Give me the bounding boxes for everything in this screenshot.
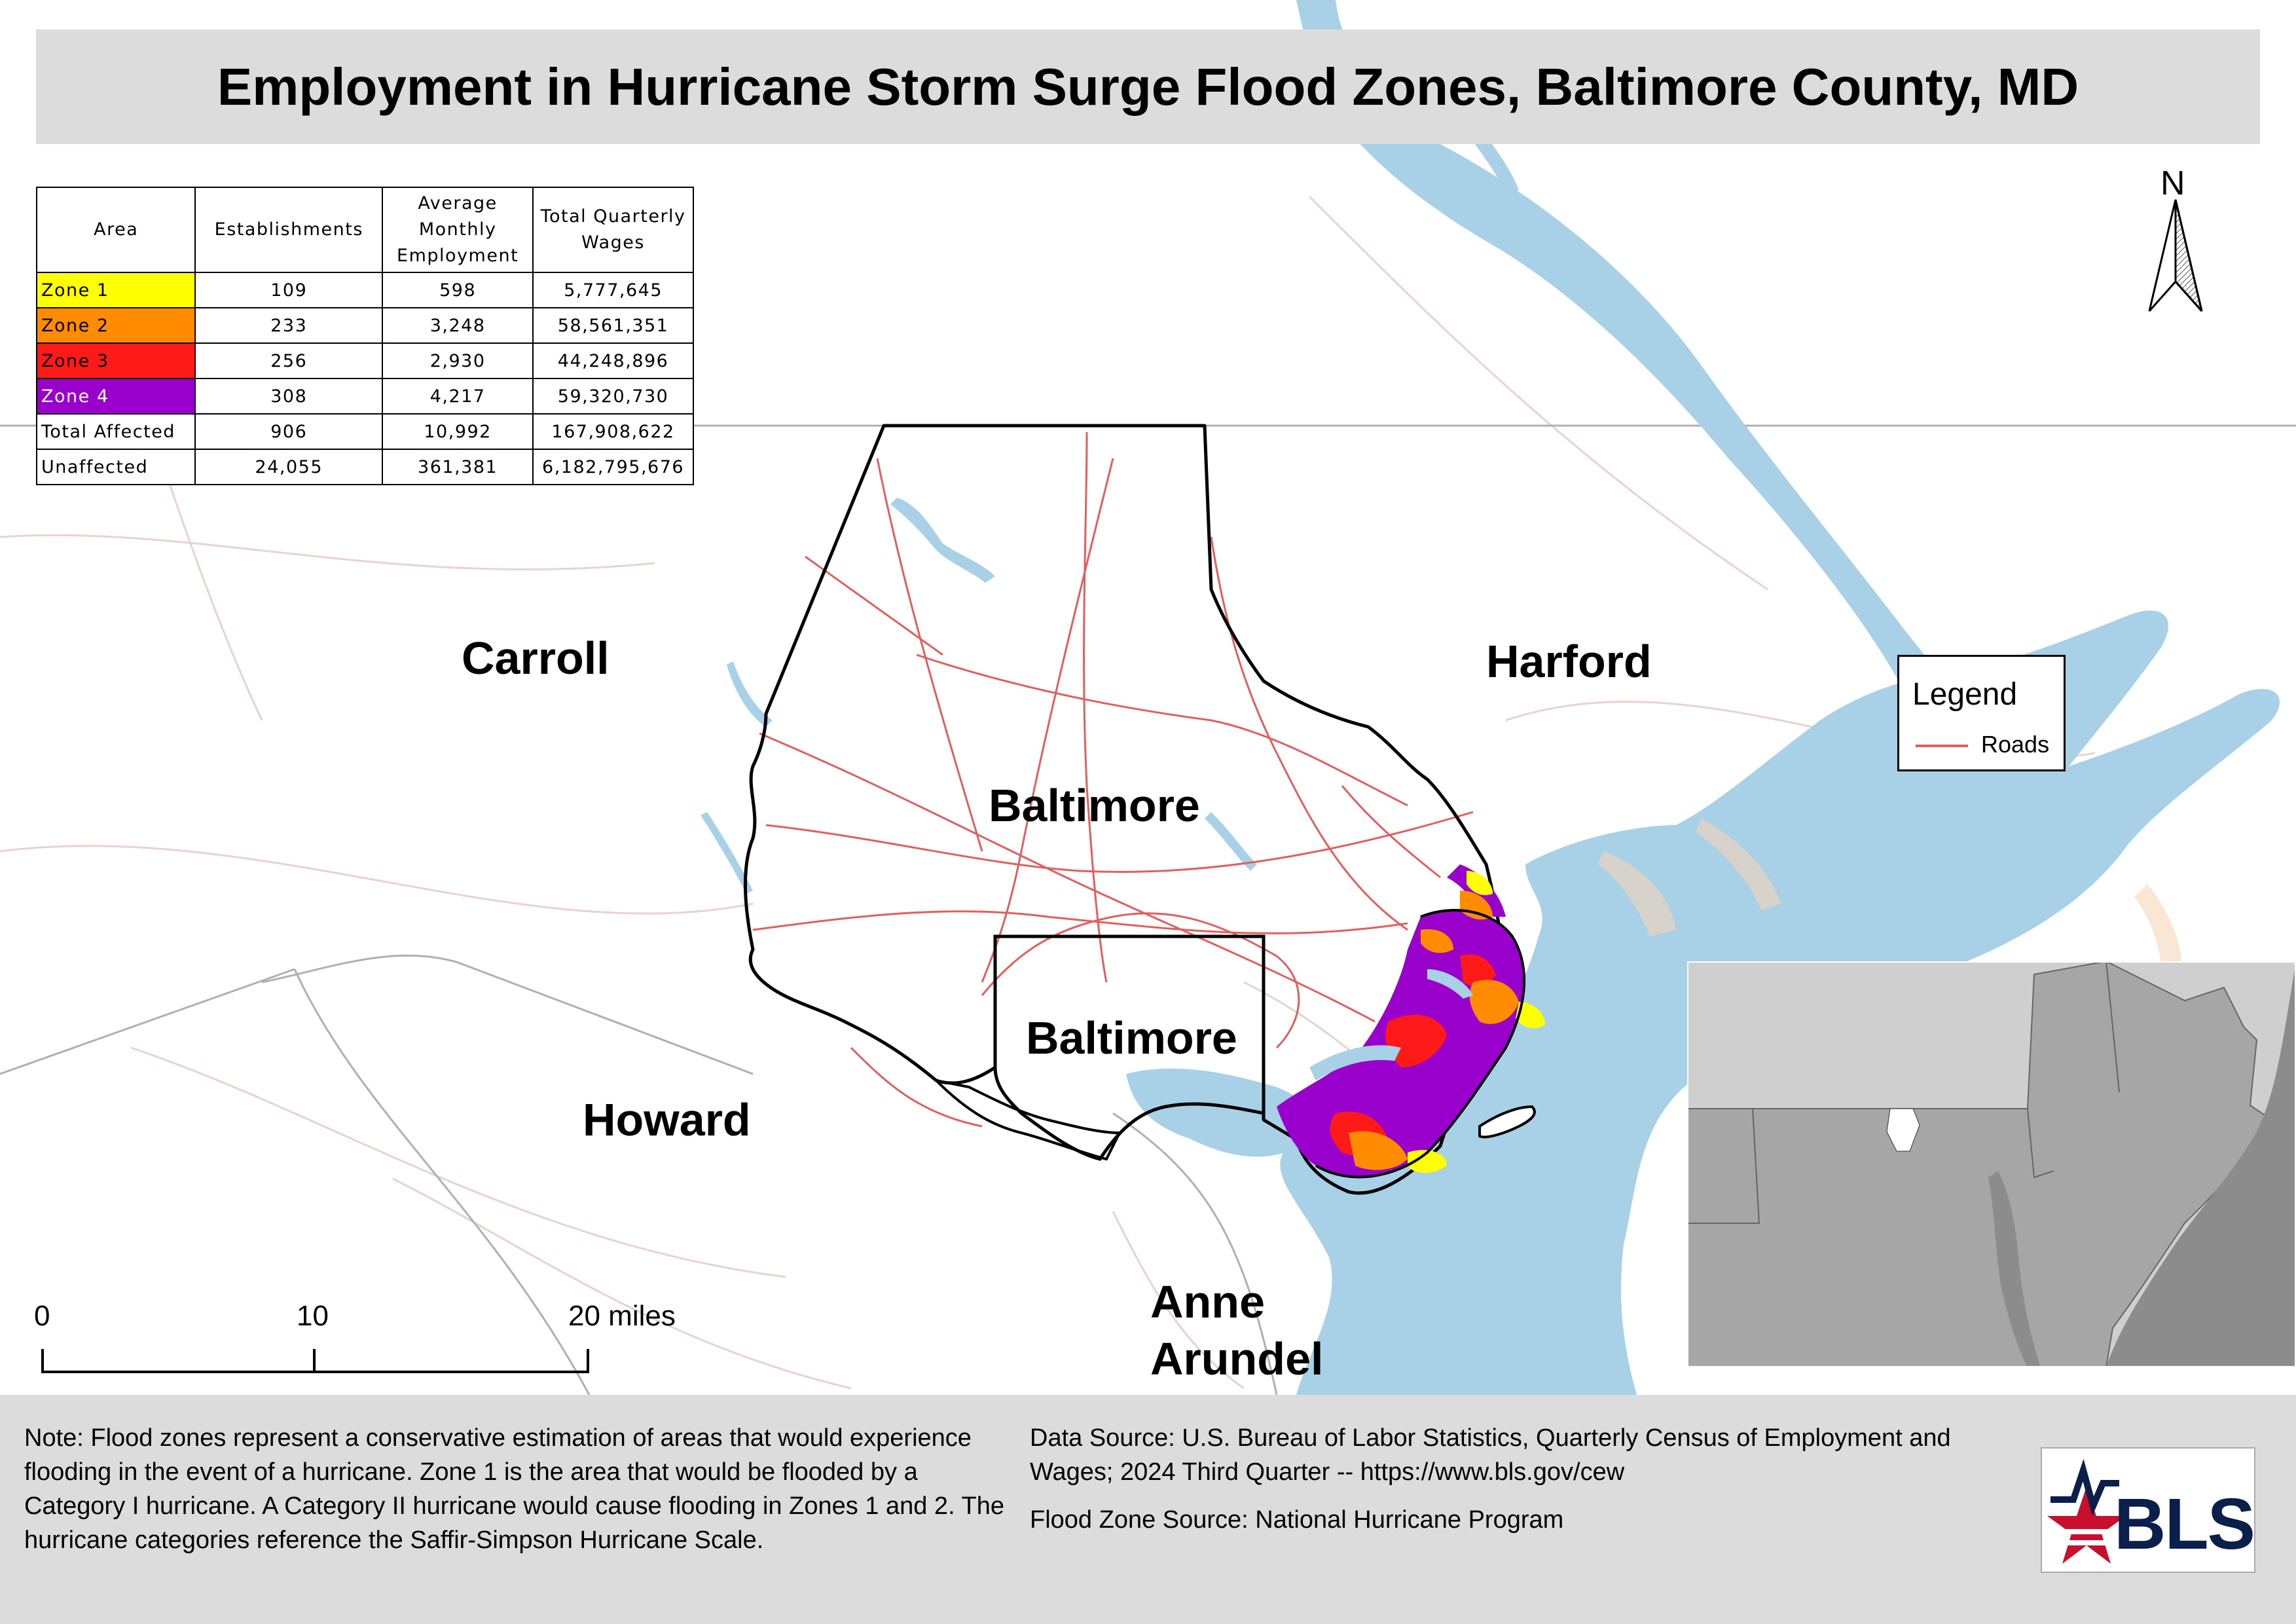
label-anne-arundel-line1: Anne [1150, 1276, 1265, 1327]
footer-panel [0, 1395, 2296, 1624]
table-header-row: Area Establishments Average Monthly Empl… [35, 187, 694, 273]
table-cell-employment: 598 [382, 272, 534, 308]
label-anne-arundel-line2: Arundel [1150, 1333, 1324, 1384]
scale-tick-10: 10 [297, 1300, 329, 1332]
header-employment: Average Monthly Employment [382, 187, 534, 273]
label-carroll: Carroll [462, 633, 610, 684]
table-cell-employment: 10,992 [382, 413, 534, 450]
table-cell-wages: 44,248,896 [532, 342, 694, 379]
table-cell-area: Zone 3 [35, 342, 196, 379]
table-cell-establishments: 308 [194, 378, 384, 415]
table-row: Zone 4 308 4,217 59,320,730 [35, 378, 694, 415]
table-cell-wages: 58,561,351 [532, 307, 694, 344]
inset-map-detail [1687, 961, 2296, 1367]
table-cell-area: Zone 4 [35, 378, 196, 415]
footer-flood-source: Flood Zone Source: National Hurricane Pr… [1030, 1506, 1564, 1534]
table-cell-establishments: 233 [194, 307, 384, 344]
table-row: Zone 1 109 598 5,777,645 [35, 272, 694, 308]
table-cell-employment: 2,930 [382, 342, 534, 379]
table-cell-establishments: 256 [194, 342, 384, 379]
flood-coastline [1315, 909, 1526, 1179]
bls-logo-text: BLS [2114, 1484, 2255, 1564]
baltimore-county-outline [743, 424, 1514, 1195]
table-cell-employment: 3,248 [382, 307, 534, 344]
table-cell-area: Total Affected [35, 413, 196, 450]
scale-tick-20: 20 miles [568, 1300, 676, 1332]
north-arrow-icon [2148, 199, 2203, 312]
table-cell-establishments: 109 [194, 272, 384, 308]
legend-title: Legend [1912, 677, 2018, 712]
baltimore-harbor [1126, 1068, 1315, 1157]
loch-raven-reservoir [890, 498, 995, 583]
liberty-reservoir [701, 812, 753, 894]
table-cell-wages: 6,182,795,676 [532, 449, 694, 485]
table-cell-wages: 167,908,622 [532, 413, 694, 450]
county-southwest-sliver [932, 1078, 1122, 1161]
table-cell-wages: 59,320,730 [532, 378, 694, 415]
table-cell-wages: 5,777,645 [532, 272, 694, 308]
footer-note: Note: Flood zones represent a conservati… [24, 1424, 1004, 1554]
scale-bar [41, 1349, 589, 1373]
footer-data-source: Data Source: U.S. Bureau of Labor Statis… [1030, 1424, 1951, 1486]
hart-miller-island [1478, 1105, 1536, 1139]
header-wages: Total Quarterly Wages [532, 187, 694, 273]
eastern-shore-detail [1597, 819, 2182, 982]
label-baltimore-county: Baltimore [989, 780, 1200, 831]
legend-roads-label: Roads [1981, 731, 2050, 758]
header-establishments: Establishments [194, 187, 384, 273]
north-arrow-label: N [2160, 164, 2185, 202]
susquehanna-river [1296, 0, 1938, 681]
table-cell-employment: 361,381 [382, 449, 534, 485]
table-cell-establishments: 906 [194, 413, 384, 450]
header-area: Area [35, 187, 196, 273]
prettyboy-reservoir [727, 661, 773, 727]
table-row: Zone 2 233 3,248 58,561,351 [35, 307, 694, 344]
county-roads [752, 432, 1474, 1128]
table-row: Zone 3 256 2,930 44,248,896 [35, 342, 694, 379]
table-cell-establishments: 24,055 [194, 449, 384, 485]
table-cell-area: Zone 1 [35, 272, 196, 308]
table-cell-area: Zone 2 [35, 307, 196, 344]
table-body: Zone 1 109 598 5,777,645 Zone 2 233 3,248 58,56… [35, 272, 694, 485]
table-row: Total Affected 906 10,992 167,908,622 [35, 413, 694, 450]
legend: Legend Roads [1897, 655, 2066, 771]
table-cell-area: Unaffected [35, 449, 196, 485]
legend-roads-swatch [1916, 745, 1968, 747]
gunpowder-river [1205, 812, 1257, 871]
baltimore-city-outline [993, 934, 1266, 1161]
label-baltimore-city: Baltimore [1026, 1012, 1237, 1063]
bls-star-icon [2047, 1458, 2126, 1564]
map-title: Employment in Hurricane Storm Surge Floo… [217, 57, 2079, 116]
label-harford: Harford [1486, 636, 1652, 687]
table-cell-employment: 4,217 [382, 378, 534, 415]
scale-tick-0: 0 [34, 1300, 50, 1332]
table-row: Unaffected 24,055 361,381 6,182,795,676 [35, 449, 694, 485]
label-howard: Howard [583, 1094, 751, 1145]
title-bar: Employment in Hurricane Storm Surge Floo… [36, 29, 2260, 144]
bls-logo: BLS [2041, 1447, 2255, 1573]
employment-table: Area Establishments Average Monthly Empl… [35, 187, 694, 485]
north-arrow: N [2146, 164, 2205, 314]
